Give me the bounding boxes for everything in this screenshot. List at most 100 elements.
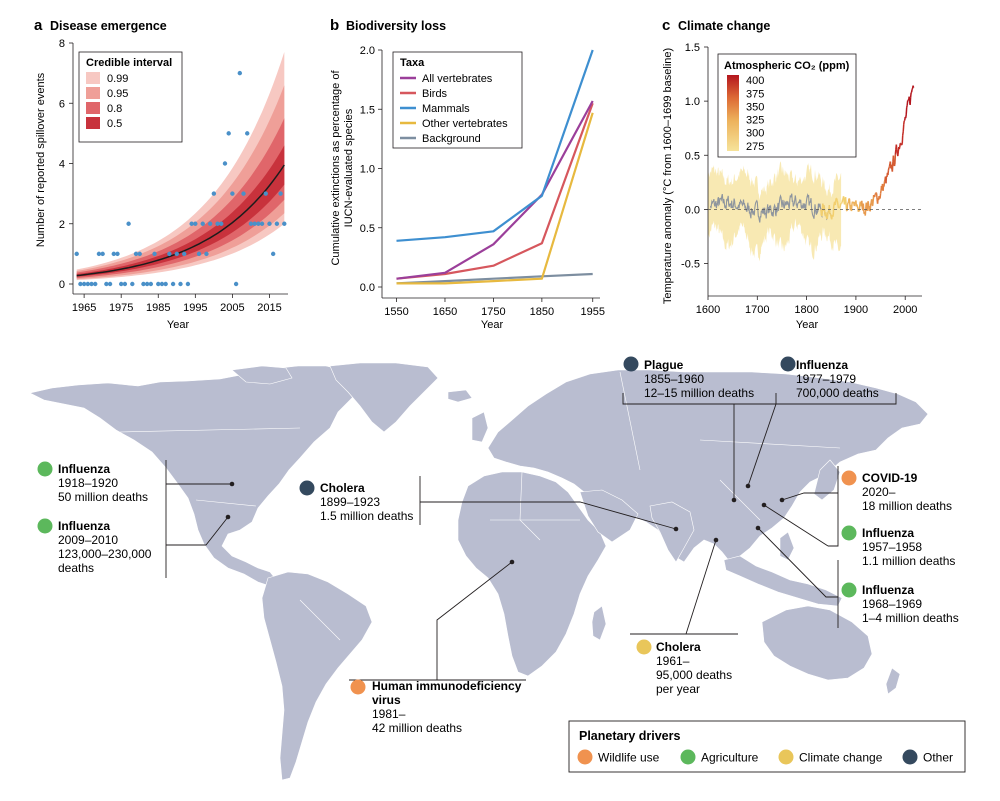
driver-label: Wildlife use xyxy=(598,751,660,765)
annotation-line: 1855–1960 xyxy=(644,372,704,386)
spillover-point xyxy=(248,221,254,226)
spillover-point xyxy=(259,221,265,226)
legend-box xyxy=(392,51,523,149)
annotation-line: 50 million deaths xyxy=(58,490,148,504)
y-tick-label: 0.0 xyxy=(685,204,700,216)
annotation-line: 1961– xyxy=(656,654,690,668)
annotation-title: Influenza xyxy=(862,583,914,597)
callout-connectors xyxy=(165,393,897,681)
annotation-title: COVID-19 xyxy=(862,471,918,485)
annotation-line: deaths xyxy=(58,561,94,575)
planetary-drivers-legend: Planetary drivers Wildlife use Agricultur… xyxy=(568,720,966,773)
spillover-point xyxy=(159,281,165,287)
y-tick-label: 2.0 xyxy=(360,45,375,57)
band-0.5 xyxy=(76,145,285,277)
spillover-point xyxy=(81,281,87,287)
spillover-point xyxy=(211,191,217,196)
annotation-title: Influenza xyxy=(58,519,110,533)
annotation-line: 1968–1969 xyxy=(862,597,922,611)
spillover-points xyxy=(74,70,287,287)
driver-label: Climate change xyxy=(799,751,883,765)
annotation-line: 12–15 million deaths xyxy=(644,386,754,400)
legend-item-label: Mammals xyxy=(422,103,470,115)
driver-swatch xyxy=(680,749,696,765)
panel-c-ylabel: Temperature anomaly (°C from 1600–1699 b… xyxy=(662,48,674,304)
x-tick-label: 1600 xyxy=(696,304,720,316)
panel-a-ylabel: Number of reported spillover events xyxy=(35,72,47,247)
legend-item-label: 0.8 xyxy=(107,103,122,115)
x-tick-label: 1550 xyxy=(384,306,408,318)
y-tick-label: 0.5 xyxy=(360,223,375,235)
panel-a-xlabel: Year xyxy=(167,319,190,331)
spillover-point xyxy=(156,281,161,287)
y-tick-label: 0.0 xyxy=(360,282,375,294)
panel-b-title: Biodiversity loss xyxy=(346,19,446,33)
spillover-point xyxy=(89,281,94,287)
spillover-point xyxy=(115,251,120,257)
y-tick-label: 1.5 xyxy=(360,104,375,116)
annotation-line: 123,000–230,000 xyxy=(58,547,152,561)
spillover-point xyxy=(282,221,287,226)
spillover-point xyxy=(144,281,150,287)
arctic-islands xyxy=(231,365,293,385)
annotation-line: 18 million deaths xyxy=(862,499,952,513)
spillover-point xyxy=(118,281,124,287)
india xyxy=(649,501,695,563)
spillover-point xyxy=(237,70,243,76)
spillover-point xyxy=(148,281,154,287)
panel-a-legend: Credible interval 0.99 0.95 0.8 0.5 xyxy=(78,51,183,143)
driver-dot xyxy=(350,679,366,695)
location-dots xyxy=(225,481,785,565)
spillover-point xyxy=(152,251,157,257)
legend-title: Atmospheric CO₂ (ppm) xyxy=(724,60,850,72)
driver-dot xyxy=(780,356,796,372)
co2-colorbar xyxy=(727,75,739,151)
temperature-series xyxy=(708,85,915,262)
y-tick-label: 1.0 xyxy=(360,164,375,176)
x-tick-label: 1985 xyxy=(146,302,170,314)
driver-label: Agriculture xyxy=(701,751,759,765)
greenland xyxy=(329,362,439,433)
annotation-title: Influenza xyxy=(796,358,848,372)
southeast-asia-islands xyxy=(723,555,843,607)
legend-box xyxy=(717,53,857,158)
spillover-point xyxy=(219,221,224,226)
x-tick-label: 2005 xyxy=(220,302,244,314)
spillover-point xyxy=(126,221,131,226)
spillover-point xyxy=(182,251,187,257)
spillover-point xyxy=(130,281,135,287)
panel-c-climate-change: c Climate change -0.5 0.0 0.5 1.0 1.5 1600 170… xyxy=(662,17,922,331)
y-tick-label: 2 xyxy=(59,219,65,231)
panel-a-axes: 0 2 4 6 8 1965 1975 1985 1995 2005 2015 xyxy=(59,38,288,314)
legend-item-label: 0.95 xyxy=(107,88,128,100)
panel-b-legend: Taxa All vertebrates Birds Mammals Other ve… xyxy=(392,51,523,149)
spillover-point xyxy=(233,281,239,287)
panel-c-xlabel: Year xyxy=(796,319,819,331)
spillover-point xyxy=(111,251,116,257)
spillover-point xyxy=(189,221,194,226)
driver-dot xyxy=(841,470,857,486)
country-borders xyxy=(119,371,841,641)
annotation-title: Influenza xyxy=(862,526,914,540)
legend-item-label: 0.5 xyxy=(107,118,122,130)
panel-a-disease-emergence: a Disease emergence 0 2 4 6 8 1965 1975 1985 199… xyxy=(34,17,288,331)
annotation-line: 1899–1923 xyxy=(320,495,380,509)
driver-dot xyxy=(37,518,53,534)
spillover-point xyxy=(230,191,235,196)
trend-line xyxy=(76,164,285,277)
philippines xyxy=(779,531,795,561)
annotation-line: 1957–1958 xyxy=(862,540,922,554)
annotation-title: Cholera xyxy=(320,481,365,495)
y-tick-label: 0.5 xyxy=(685,150,700,162)
x-tick-label: 2015 xyxy=(257,302,281,314)
panel-a-title: Disease emergence xyxy=(50,19,167,33)
co2-tick-label: 300 xyxy=(746,128,764,140)
spillover-point xyxy=(222,161,228,166)
x-tick-label: 1975 xyxy=(109,302,133,314)
spillover-point xyxy=(193,221,198,226)
